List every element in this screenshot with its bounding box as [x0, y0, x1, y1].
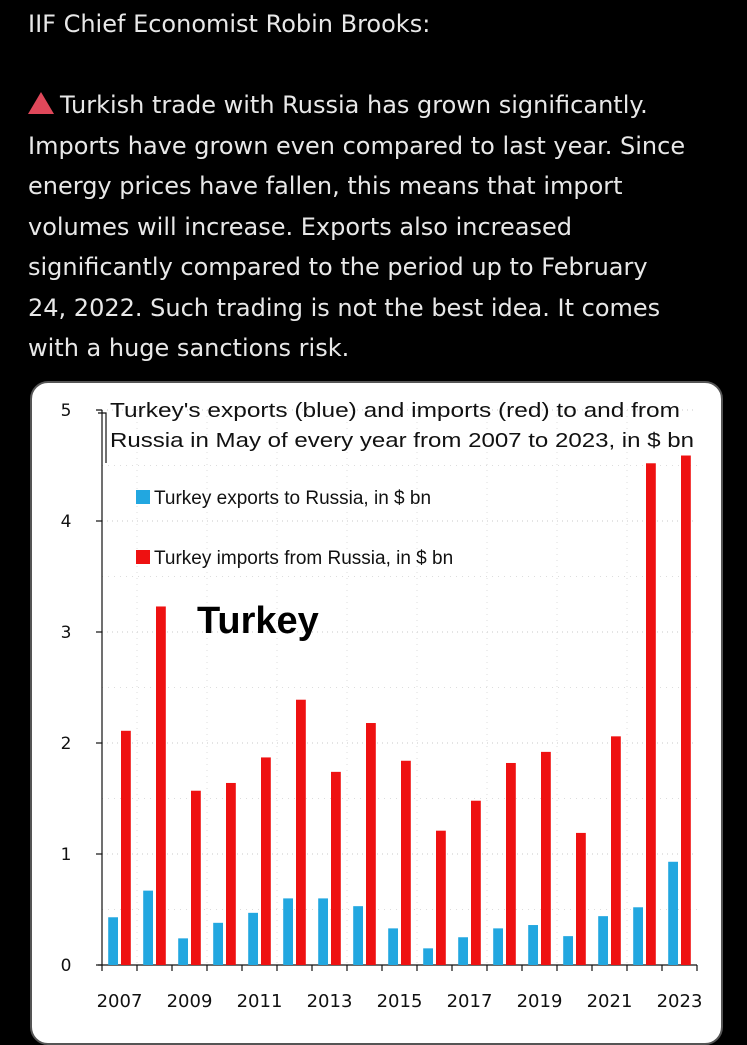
export-bar-2007	[108, 917, 118, 965]
x-tick-label-2021: 2021	[587, 991, 633, 1012]
warning-triangle-icon	[28, 92, 54, 114]
post-text: Turkish trade with Russia has grown sign…	[28, 85, 728, 369]
import-bar-2013	[331, 771, 341, 965]
chart-bars	[108, 455, 691, 965]
post-line-5: significantly compared to the period up …	[28, 253, 648, 281]
export-bar-2020	[563, 936, 573, 965]
import-bar-2021	[611, 736, 621, 965]
legend-label-imports: Turkey imports from Russia, in $ bn	[154, 548, 453, 569]
export-bar-2016	[423, 948, 433, 965]
post-author: IIF Chief Economist Robin Brooks:	[28, 10, 431, 38]
import-bar-2018	[506, 762, 516, 965]
chart-title-line-1: Turkey's exports (blue) and imports (red…	[110, 400, 680, 422]
y-tick-label-5: 5	[61, 401, 72, 421]
y-tick-label-2: 2	[61, 734, 72, 754]
import-bar-2016	[436, 830, 446, 965]
post-line-1: Turkish trade with Russia has grown sign…	[28, 85, 728, 126]
export-bar-2023	[668, 861, 678, 965]
post-line-4: volumes will increase. Exports also incr…	[28, 212, 572, 241]
import-bar-2008	[156, 606, 166, 965]
legend-swatch-imports	[136, 550, 150, 564]
import-bar-2015	[401, 760, 411, 965]
export-bar-2014	[353, 906, 363, 965]
export-bar-2009	[178, 938, 188, 965]
import-bar-2019	[541, 751, 551, 965]
x-tick-label-2011: 2011	[237, 991, 283, 1012]
import-bar-2012	[296, 699, 306, 965]
import-bar-2020	[576, 832, 586, 965]
chart-title-line-2: Russia in May of every year from 2007 to…	[110, 430, 694, 452]
export-bar-2022	[633, 907, 643, 965]
export-bar-2013	[318, 898, 328, 965]
x-tick-label-2017: 2017	[447, 991, 493, 1012]
chart-labels: 0 1 2 3 4 5 2007 2009 2011 2013 2015 2017 2019 2021 20…	[61, 400, 703, 1012]
export-bar-2010	[213, 922, 223, 965]
y-tick-label-4: 4	[61, 512, 72, 532]
chart-image[interactable]: 0 1 2 3 4 5 2007 2009 2011 2013 2015 2017 2019 2021 20…	[30, 381, 723, 1045]
import-bar-2023	[681, 455, 691, 965]
import-bar-2022	[646, 463, 656, 965]
y-tick-label-0: 0	[61, 956, 72, 976]
export-bar-2011	[248, 912, 258, 965]
x-tick-label-2009: 2009	[167, 991, 213, 1012]
import-bar-2017	[471, 800, 481, 965]
legend-swatch-exports	[136, 490, 150, 504]
bar-chart: 0 1 2 3 4 5 2007 2009 2011 2013 2015 2017 2019 2021 20…	[61, 400, 703, 1012]
y-tick-label-3: 3	[61, 623, 72, 643]
import-bar-2014	[366, 723, 376, 965]
chart-grid	[102, 409, 697, 965]
export-bar-2021	[598, 916, 608, 965]
post-line-3: energy prices have fallen, this means th…	[28, 172, 623, 200]
export-bar-2019	[528, 925, 538, 965]
import-bar-2010	[226, 782, 236, 965]
x-tick-label-2007: 2007	[97, 991, 143, 1012]
x-tick-label-2023: 2023	[657, 991, 703, 1012]
post-line-1-text: Turkish trade with Russia has grown sign…	[60, 91, 648, 119]
legend-label-exports: Turkey exports to Russia, in $ bn	[154, 488, 431, 509]
export-bar-2018	[493, 928, 503, 965]
y-tick-label-1: 1	[61, 845, 72, 865]
chart-annotation: Turkey	[197, 600, 319, 642]
export-bar-2015	[388, 928, 398, 965]
x-tick-label-2013: 2013	[307, 991, 353, 1012]
post-line-7: with a huge sanctions risk.	[28, 334, 350, 362]
import-bar-2007	[121, 730, 131, 965]
x-tick-label-2019: 2019	[517, 991, 563, 1012]
export-bar-2012	[283, 898, 293, 965]
post-line-2: Imports have grown even compared to last…	[28, 131, 686, 160]
export-bar-2017	[458, 937, 468, 965]
title-bracket	[98, 412, 107, 463]
import-bar-2011	[261, 757, 271, 965]
export-bar-2008	[143, 890, 153, 965]
import-bar-2009	[191, 790, 201, 965]
x-tick-label-2015: 2015	[377, 991, 423, 1012]
post-line-6: 24, 2022. Such trading is not the best i…	[28, 293, 661, 322]
